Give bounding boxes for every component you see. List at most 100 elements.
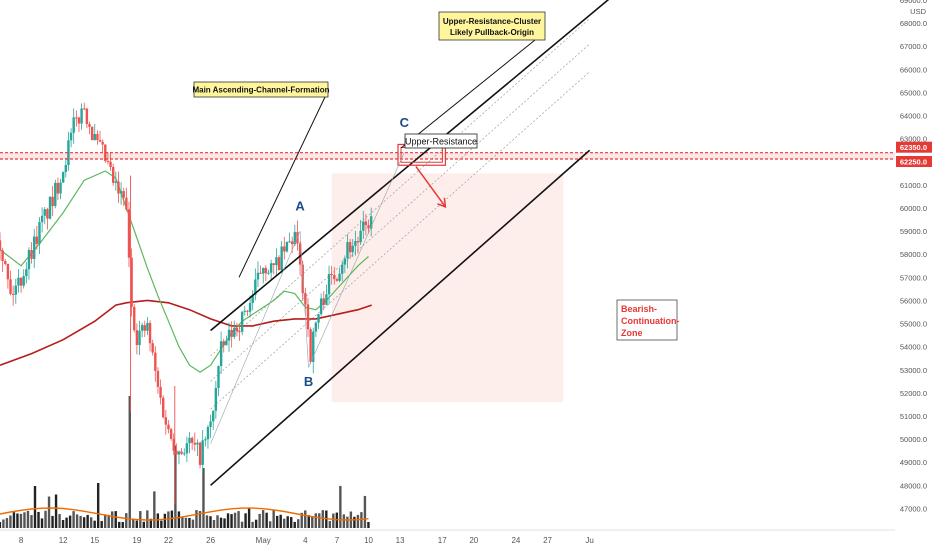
volume-bar: [142, 521, 146, 528]
volume-bar: [128, 396, 131, 528]
volume-bar: [226, 513, 230, 528]
cluster-callout-box: [438, 11, 546, 41]
candle-body: [164, 417, 168, 425]
time-tick-label: 10: [364, 536, 373, 545]
volume-bar: [311, 516, 314, 528]
candle: [314, 321, 318, 338]
candle-body: [56, 182, 60, 194]
candle: [227, 322, 231, 352]
candle: [43, 207, 46, 225]
candle-body: [54, 182, 57, 207]
candle-body: [354, 241, 357, 246]
candle-body: [248, 303, 252, 312]
candle-body: [304, 293, 307, 305]
price-tick-labels: 69000.0 68000.0 67000.0 66000.0 65000.0 64000…: [900, 0, 927, 513]
volume-bar: [96, 483, 100, 528]
candle: [330, 266, 333, 285]
candle: [119, 182, 123, 205]
volume-bar: [258, 513, 261, 528]
candle-body: [135, 330, 139, 346]
price-axis[interactable]: USD 69000.068000.067000.066000.065000.06…: [895, 0, 932, 530]
candle-body: [169, 429, 173, 439]
volume-bar: [353, 516, 356, 528]
volume-bar: [202, 468, 205, 528]
volume-bar: [174, 445, 177, 528]
volume-bar: [339, 485, 342, 528]
candle-body: [351, 245, 354, 253]
price-tag-label: 62250.0: [900, 158, 927, 167]
candle: [35, 225, 39, 250]
volume-bar: [47, 496, 51, 528]
volume-bar: [61, 520, 65, 528]
candle-body: [40, 215, 44, 223]
candle-body: [9, 279, 12, 294]
volume-bar: [65, 517, 68, 528]
volume-bar: [5, 518, 9, 528]
volume-bar: [272, 510, 275, 528]
candle-body: [119, 191, 123, 194]
time-axis[interactable]: 8 12 15 19 22 26 May 4 7 10 13 17 20 24 27 Ju: [0, 529, 895, 545]
time-tick-label: 4: [303, 536, 308, 545]
candle: [175, 443, 178, 460]
candle-body: [180, 451, 183, 454]
ascending-channel: [210, 0, 610, 486]
volume-bar: [198, 510, 202, 528]
candle: [322, 291, 325, 310]
candle: [212, 410, 215, 430]
candle: [72, 108, 75, 144]
candle-body: [162, 397, 165, 418]
candle: [85, 107, 89, 129]
volume-bar: [318, 513, 321, 528]
candle-body: [6, 263, 10, 280]
candle-body: [364, 221, 368, 226]
candle: [180, 448, 183, 456]
candle: [96, 130, 99, 145]
volume-bar: [216, 515, 219, 528]
candle-body: [262, 267, 265, 274]
candle-body: [362, 221, 365, 231]
candle-body: [101, 141, 104, 145]
candle-body: [212, 410, 215, 422]
volume-bar: [125, 513, 128, 528]
price-tick-label: 55000.0: [900, 320, 927, 329]
volume-bar: [100, 521, 103, 528]
candle: [309, 327, 312, 365]
candle-body: [98, 140, 102, 142]
volume-bar: [314, 513, 317, 528]
candle: [338, 267, 341, 283]
volume-bar: [30, 515, 33, 528]
candle-body: [243, 310, 247, 312]
candle-body: [356, 241, 360, 243]
time-tick-label: May: [256, 536, 271, 545]
candle: [193, 432, 196, 452]
candle-body: [93, 133, 96, 141]
volume-bar: [103, 514, 107, 528]
volume-bar: [237, 511, 240, 528]
volume-bar: [114, 511, 117, 528]
candle: [362, 210, 365, 239]
time-tick-label: 15: [90, 536, 99, 545]
candle-body: [33, 236, 36, 259]
volume-bar: [2, 519, 5, 528]
volume-bar: [33, 486, 37, 528]
candle: [40, 207, 44, 233]
candlesticks: [0, 102, 373, 504]
candle: [285, 241, 289, 253]
candle: [369, 207, 373, 237]
bearish-zone-label-line3: Zone: [621, 328, 643, 338]
candle-body: [27, 250, 31, 270]
candle-body: [314, 322, 318, 332]
price-tick-label: 60000.0: [900, 204, 927, 213]
candle-body: [341, 264, 344, 274]
wave-label-b: B: [304, 374, 313, 389]
candle: [206, 424, 210, 449]
price-axis-background: [895, 0, 932, 530]
price-tick-label: 66000.0: [900, 65, 927, 74]
candle-body: [88, 123, 91, 127]
candle: [169, 427, 173, 441]
volume-bar: [132, 519, 135, 528]
volume-bar: [68, 515, 72, 528]
candle-body: [333, 274, 336, 280]
